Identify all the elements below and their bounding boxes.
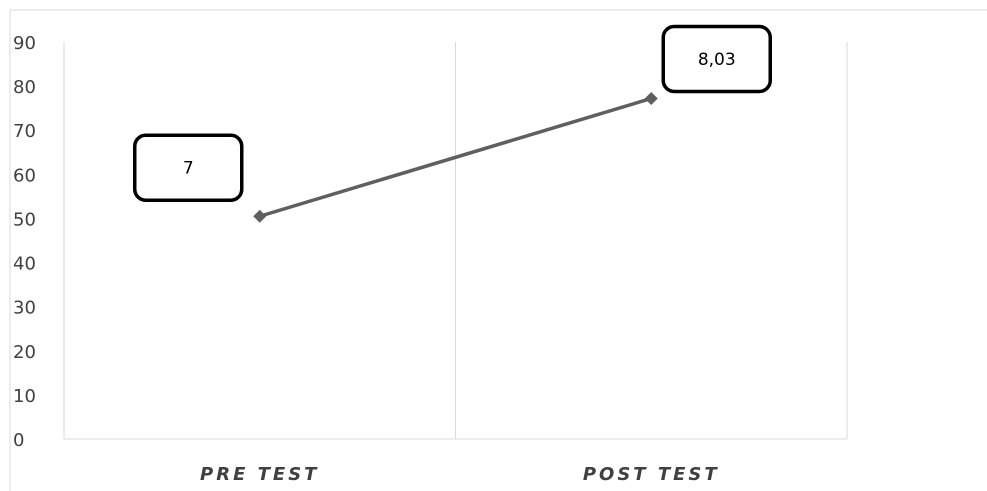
- y-tick-label: 0: [13, 430, 24, 451]
- y-tick-label: 20: [13, 342, 36, 363]
- y-tick-label: 10: [13, 386, 36, 407]
- data-label-box: [133, 133, 244, 202]
- y-tick-label: 40: [13, 254, 36, 275]
- gridlines: [63, 42, 848, 439]
- y-tick-label: 30: [13, 298, 36, 319]
- y-tick-label: 70: [13, 121, 36, 142]
- x-axis-category-labels: PRE TEST POST TEST: [200, 464, 720, 485]
- y-tick-label: 60: [13, 165, 36, 186]
- data-label-callouts: 78,03: [133, 24, 772, 202]
- data-label-text: 7: [183, 159, 194, 179]
- y-tick-label: 90: [13, 33, 36, 54]
- y-tick-label: 80: [13, 77, 36, 98]
- x-category-label: PRE TEST: [200, 464, 319, 485]
- data-label-text: 8,03: [698, 50, 736, 70]
- series-line: [258, 96, 653, 218]
- data-markers: [253, 91, 658, 223]
- data-point-marker: [644, 91, 658, 105]
- x-category-label: POST TEST: [583, 464, 720, 485]
- data-point-marker: [253, 209, 267, 223]
- data-label-box: [661, 24, 772, 94]
- data-series: [258, 96, 653, 218]
- y-tick-label: 50: [13, 209, 36, 230]
- y-axis-tick-labels: 0 10 20 30 40 50 60 70 80 90: [13, 33, 36, 451]
